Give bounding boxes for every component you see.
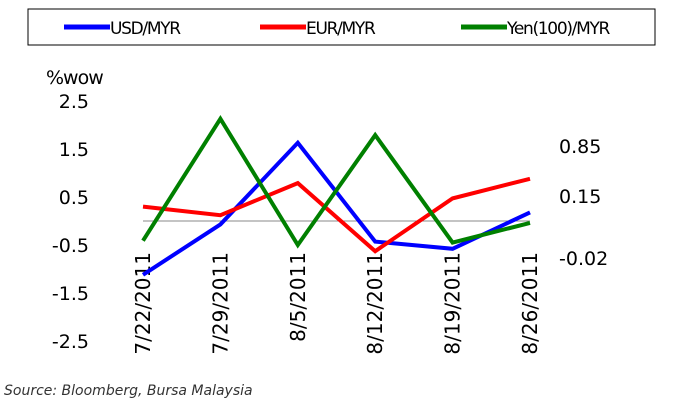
- x-tick-label: 8/19/2011: [441, 252, 465, 355]
- left-tick-label: -1.5: [52, 283, 89, 305]
- series-line-1: [141, 139, 531, 277]
- legend-label: EUR/MYR: [306, 19, 376, 39]
- right-axis-label: -0.02: [559, 248, 608, 270]
- legend: USD/MYR EUR/MYR Yen(100)/MYR: [64, 19, 612, 39]
- left-tick-label: -2.5: [52, 331, 89, 353]
- x-tick-label: 8/5/2011: [286, 252, 310, 342]
- legend-box: [27, 8, 656, 46]
- left-axis-ticks: 2.5 1.5 0.5 -0.5 -1.5 -2.5: [52, 91, 89, 353]
- x-axis-ticks: 7/22/2011 7/29/2011 8/5/2011 8/12/2011 8/19/…: [131, 252, 542, 355]
- series-line-3: [141, 115, 531, 249]
- series-lines: [141, 115, 531, 277]
- series-line-2: [142, 176, 531, 254]
- x-tick-label: 8/12/2011: [363, 252, 387, 355]
- x-tick-label: 8/26/2011: [518, 252, 542, 355]
- left-tick-label: 0.5: [59, 187, 89, 209]
- y-axis-label: %wow: [46, 67, 103, 89]
- right-axis-labels: 0.85 0.15 -0.02: [559, 136, 608, 270]
- legend-label: Yen(100)/MYR: [506, 19, 611, 39]
- x-tick-label: 7/29/2011: [208, 252, 232, 355]
- source-note: Source: Bloomberg, Bursa Malaysia: [4, 383, 253, 399]
- right-axis-label: 0.85: [559, 136, 601, 158]
- left-tick-label: 2.5: [59, 91, 89, 113]
- left-tick-label: -0.5: [52, 235, 89, 257]
- right-axis-label: 0.15: [559, 186, 601, 208]
- legend-label: USD/MYR: [110, 19, 181, 39]
- left-tick-label: 1.5: [59, 139, 89, 161]
